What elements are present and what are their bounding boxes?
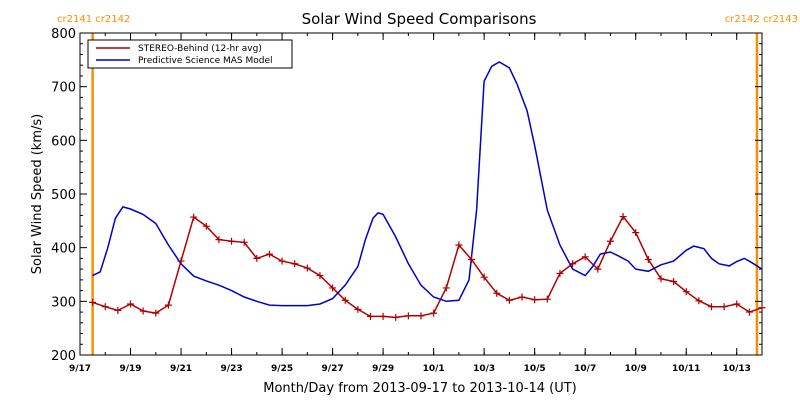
x-tick-label: 10/13 bbox=[723, 364, 751, 374]
stereo-data-point bbox=[531, 296, 539, 304]
stereo-data-point bbox=[619, 213, 627, 221]
x-tick-label: 9/23 bbox=[221, 364, 243, 374]
legend-box bbox=[87, 39, 293, 69]
stereo-data-point bbox=[215, 236, 223, 244]
mas-model-line bbox=[92, 61, 763, 307]
x-tick-label: 9/27 bbox=[322, 364, 344, 374]
chart-title: Solar Wind Speed Comparisons bbox=[302, 10, 537, 28]
stereo-data-point bbox=[139, 307, 147, 315]
x-tick-label: 10/5 bbox=[524, 364, 546, 374]
stereo-data-point bbox=[253, 254, 261, 262]
carrington-label: cr2142 cr2143 bbox=[725, 14, 798, 25]
stereo-data-point bbox=[581, 253, 589, 261]
stereo-data-point bbox=[468, 255, 476, 263]
carrington-label: cr2141 cr2142 bbox=[57, 14, 130, 25]
stereo-data-point bbox=[366, 312, 374, 320]
stereo-data-point bbox=[430, 309, 438, 317]
legend-label-mas: Predictive Science MAS Model bbox=[138, 56, 273, 66]
x-tick-label: 10/7 bbox=[574, 364, 596, 374]
stereo-data-point bbox=[505, 296, 513, 304]
stereo-data-point bbox=[594, 265, 602, 273]
stereo-data-point bbox=[733, 300, 741, 308]
x-tick-label: 9/21 bbox=[170, 364, 192, 374]
stereo-data-point bbox=[745, 308, 753, 316]
y-tick-label: 400 bbox=[51, 242, 76, 257]
stereo-data-point bbox=[632, 229, 640, 237]
x-tick-label: 10/1 bbox=[423, 364, 445, 374]
x-tick-label: 10/3 bbox=[473, 364, 495, 374]
stereo-data-point bbox=[480, 273, 488, 281]
stereo-data-point bbox=[442, 284, 450, 292]
stereo-data-point bbox=[316, 272, 324, 280]
stereo-data-point bbox=[202, 222, 210, 230]
stereo-data-point bbox=[417, 312, 425, 320]
stereo-data-point bbox=[758, 304, 766, 312]
stereo-data-point bbox=[606, 237, 614, 245]
x-tick-label: 9/17 bbox=[69, 364, 91, 374]
stereo-data-point bbox=[341, 296, 349, 304]
y-tick-label: 700 bbox=[51, 81, 76, 96]
stereo-data-point bbox=[379, 312, 387, 320]
stereo-data-point bbox=[190, 213, 198, 221]
stereo-data-point bbox=[89, 298, 97, 306]
stereo-data-point bbox=[164, 301, 172, 309]
stereo-data-point bbox=[493, 289, 501, 297]
stereo-data-point bbox=[707, 303, 715, 311]
stereo-behind-line bbox=[92, 215, 763, 319]
y-axis: 200 300 400 500 600 700 800 bbox=[51, 27, 762, 364]
stereo-data-point bbox=[455, 241, 463, 249]
stereo-data-point bbox=[329, 284, 337, 292]
stereo-data-point bbox=[303, 264, 311, 272]
y-axis-label: Solar Wind Speed (km/s) bbox=[30, 114, 45, 274]
stereo-data-point bbox=[291, 260, 299, 268]
y-tick-label: 500 bbox=[51, 188, 76, 203]
x-axis-label: Month/Day from 2013-09-17 to 2013-10-14 … bbox=[263, 381, 576, 396]
stereo-data-point bbox=[644, 255, 652, 263]
stereo-data-point bbox=[228, 237, 236, 245]
x-tick-label: 10/11 bbox=[672, 364, 700, 374]
y-tick-label: 200 bbox=[51, 349, 76, 364]
stereo-data-point bbox=[682, 288, 690, 296]
stereo-data-point bbox=[670, 277, 678, 285]
stereo-data-point bbox=[278, 257, 286, 265]
series-markers bbox=[89, 213, 766, 321]
stereo-data-point bbox=[240, 238, 248, 246]
stereo-data-point bbox=[177, 257, 185, 265]
y-tick-label: 300 bbox=[51, 295, 76, 310]
stereo-data-point bbox=[543, 295, 551, 303]
stereo-data-point bbox=[114, 306, 122, 314]
stereo-data-point bbox=[720, 303, 728, 311]
y-tick-label: 800 bbox=[51, 27, 76, 42]
x-tick-label: 9/25 bbox=[271, 364, 293, 374]
series-lines bbox=[92, 61, 763, 319]
plot-frame bbox=[79, 32, 763, 356]
x-tick-label: 9/29 bbox=[372, 364, 394, 374]
stereo-data-point bbox=[152, 309, 160, 317]
legend: STEREO-Behind (12-hr avg) Predictive Sci… bbox=[87, 39, 293, 69]
stereo-data-point bbox=[695, 297, 703, 305]
stereo-data-point bbox=[354, 305, 362, 313]
y-tick-label: 600 bbox=[51, 134, 76, 149]
stereo-data-point bbox=[657, 275, 665, 283]
stereo-data-point bbox=[404, 312, 412, 320]
stereo-data-point bbox=[101, 303, 109, 311]
stereo-data-point bbox=[265, 250, 273, 258]
x-axis: 9/17 9/19 9/21 9/23 9/25 9/27 9/29 10/1 10/3 10/5… bbox=[69, 33, 763, 374]
stereo-data-point bbox=[556, 269, 564, 277]
stereo-data-point bbox=[392, 313, 400, 321]
x-tick-label: 9/19 bbox=[119, 364, 141, 374]
stereo-data-point bbox=[518, 293, 526, 301]
stereo-data-point bbox=[127, 300, 135, 308]
legend-label-stereo: STEREO-Behind (12-hr avg) bbox=[138, 44, 262, 54]
stereo-data-point bbox=[569, 260, 577, 268]
x-tick-label: 10/9 bbox=[625, 364, 647, 374]
